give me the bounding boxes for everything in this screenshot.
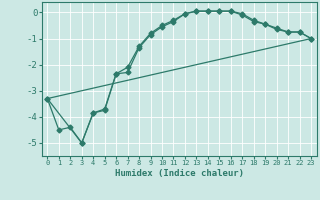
X-axis label: Humidex (Indice chaleur): Humidex (Indice chaleur): [115, 169, 244, 178]
